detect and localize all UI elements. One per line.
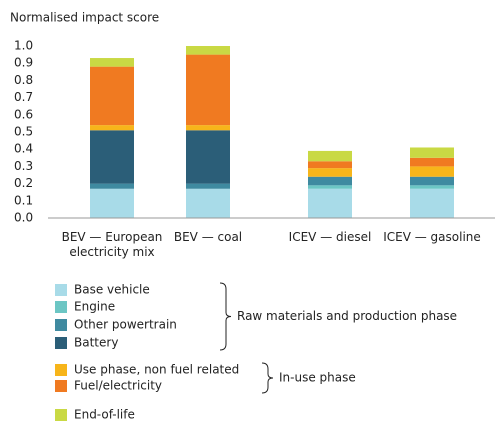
legend-swatch (55, 337, 67, 349)
bar-segment (308, 176, 352, 186)
y-tick-label: 0.0 (14, 211, 33, 225)
y-tick-label: 1.0 (14, 39, 33, 53)
bar-segment (410, 157, 454, 167)
bar-segment (410, 147, 454, 158)
brace (219, 282, 232, 351)
bar-segment (186, 130, 230, 184)
brace (261, 362, 274, 394)
y-tick-label: 0.7 (14, 90, 33, 104)
legend-label: Fuel/electricity (74, 379, 162, 393)
bar-segment (410, 176, 454, 186)
x-tick-label: ICEV — diesel (288, 230, 372, 244)
y-tick-label: 0.3 (14, 159, 33, 173)
y-tick-label: 0.9 (14, 56, 33, 70)
bar-segment (90, 188, 134, 218)
legend-label: Battery (74, 336, 118, 350)
bar-segment (308, 168, 352, 177)
bar-segment (410, 185, 454, 189)
bar-segment (308, 150, 352, 162)
legend-swatch (55, 409, 67, 421)
bar-segment (410, 188, 454, 218)
bar-segment (90, 183, 134, 189)
bar-segment (90, 125, 134, 131)
bar-segment (90, 66, 134, 126)
legend-group-label: Raw materials and production phase (237, 309, 457, 323)
legend-label: Other powertrain (74, 318, 177, 332)
y-axis-label: Normalised impact score (10, 11, 159, 25)
bar-segment (186, 54, 230, 126)
legend-swatch (55, 380, 67, 392)
bar-segment (186, 125, 230, 131)
y-tick-label: 0.6 (14, 107, 33, 121)
y-tick-label: 0.5 (14, 125, 33, 139)
bar-segment (410, 166, 454, 177)
legend-swatch (55, 301, 67, 313)
bar-segment (90, 58, 134, 67)
y-tick-label: 0.1 (14, 193, 33, 207)
legend-label: Use phase, non fuel related (74, 363, 239, 377)
bar-segment (186, 183, 230, 189)
legend-label: Base vehicle (74, 283, 150, 297)
bar-segment (308, 188, 352, 218)
bar-segment (186, 46, 230, 55)
bar-segment (308, 185, 352, 189)
bar-segment (90, 130, 134, 184)
bar-segment (308, 161, 352, 169)
legend-group-label: In-use phase (279, 371, 356, 385)
x-tick-label: BEV — European electricity mix (61, 230, 163, 259)
legend-swatch (55, 284, 67, 296)
x-tick-label: ICEV — gasoline (383, 230, 481, 244)
y-tick-label: 0.2 (14, 176, 33, 190)
legend-swatch (55, 319, 67, 331)
bar-segment (186, 188, 230, 218)
x-tick-label: BEV — coal (173, 230, 243, 244)
legend-swatch (55, 364, 67, 376)
legend-label: End-of-life (74, 408, 135, 422)
y-tick-label: 0.4 (14, 142, 33, 156)
legend-label: Engine (74, 300, 115, 314)
y-tick-label: 0.8 (14, 73, 33, 87)
